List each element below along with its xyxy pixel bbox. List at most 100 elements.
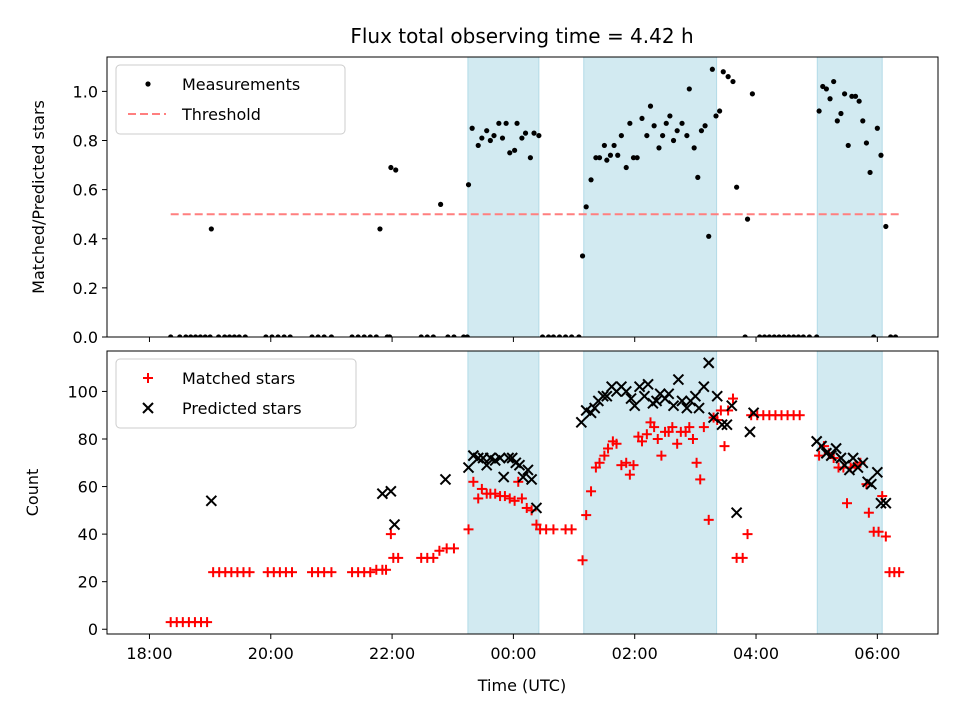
matched-star-point — [566, 524, 577, 535]
measurement-point — [593, 155, 599, 161]
measurement-point — [328, 334, 335, 337]
x-b — [467, 449, 480, 462]
measurement-point — [816, 108, 822, 114]
measurement-point — [679, 120, 685, 126]
measurement-point — [226, 334, 233, 337]
matched-star-point — [863, 507, 874, 518]
x-b — [629, 399, 641, 412]
predicted-star-point — [880, 497, 892, 509]
panel-marks — [165, 357, 905, 628]
predicted-star-point — [601, 390, 613, 402]
measurement-point — [823, 86, 829, 92]
legend-label: Measurements — [182, 75, 300, 94]
x-b — [716, 419, 728, 431]
x-b — [726, 399, 738, 412]
measurement-point — [888, 334, 894, 337]
x-b — [721, 419, 733, 431]
measurement-point — [202, 334, 208, 337]
measurement-point — [749, 91, 755, 97]
matched-star-point — [603, 443, 614, 454]
x-b — [847, 452, 859, 464]
measurement-point — [670, 137, 677, 144]
x-b — [638, 390, 651, 402]
x-b — [588, 402, 601, 414]
measurement-point — [287, 334, 293, 337]
predicted-star-point — [825, 449, 837, 462]
predicted-star-point — [629, 399, 641, 412]
x-tick-label: 04:00 — [733, 644, 779, 663]
shaded-interval — [816, 56, 883, 338]
measurement-point — [786, 334, 792, 337]
measurement-point — [355, 334, 361, 337]
measurement-point — [713, 113, 719, 119]
y-tick-label: 0 — [88, 620, 98, 639]
x-b — [205, 495, 218, 507]
measurement-point — [686, 86, 692, 92]
measurement-point — [730, 78, 736, 85]
measurement-point — [418, 334, 424, 337]
measurement-point — [208, 226, 214, 232]
matched-star-point — [794, 410, 805, 421]
x-b — [689, 390, 702, 402]
measurement-point — [514, 120, 520, 126]
x-tick-label: 20:00 — [248, 644, 294, 663]
measurement-point — [469, 125, 475, 131]
predicted-star-point — [721, 419, 733, 431]
y-axis-label: Matched/Predicted stars — [29, 100, 48, 294]
measurement-point — [776, 334, 782, 337]
matched-star-point — [548, 524, 559, 535]
matched-star-point — [684, 422, 695, 433]
shaded-interval — [467, 56, 540, 338]
measurement-point — [349, 334, 355, 337]
x-b — [825, 449, 837, 462]
x-b — [481, 459, 493, 471]
x-b — [681, 402, 693, 414]
legend-label: Threshold — [181, 105, 261, 124]
matched-star-point — [687, 433, 698, 444]
predicted-star-point — [642, 378, 654, 391]
legend-marker-plus — [143, 373, 153, 383]
measurement-point — [569, 334, 575, 337]
x-b — [693, 402, 705, 414]
measurement-point — [545, 334, 552, 337]
measurement-point — [607, 152, 614, 158]
x-b — [871, 466, 884, 478]
measurement-point — [556, 334, 563, 337]
measurement-point — [647, 103, 654, 109]
measurement-point — [834, 118, 840, 124]
matched-star-point — [737, 552, 748, 563]
measurement-point — [691, 145, 697, 151]
measurement-point — [838, 110, 844, 117]
measurement-point — [377, 226, 383, 232]
matched-star-point — [621, 457, 632, 468]
matched-star-point — [628, 460, 639, 471]
measurement-point — [263, 334, 269, 337]
x-b — [711, 390, 723, 402]
x-b — [835, 452, 847, 464]
measurement-point — [424, 334, 430, 337]
x-tick-label: 18:00 — [126, 644, 172, 663]
predicted-star-point — [730, 507, 743, 519]
predicted-star-point — [662, 388, 675, 400]
measurement-point — [742, 334, 748, 337]
matched-star-point — [577, 555, 588, 566]
matched-star-point — [463, 524, 474, 535]
measurement-point — [183, 334, 189, 337]
shaded-interval — [467, 350, 540, 635]
matched-star-point — [873, 526, 884, 537]
predicted-star-point — [525, 473, 538, 486]
legend-label: Predicted stars — [182, 399, 302, 418]
panel-2: 0 20 40 60 80 100 18:00 20:00 22:00 00:00 02:00 04:… — [23, 350, 939, 663]
matched-star-point — [516, 493, 527, 504]
x-b — [462, 461, 475, 474]
measurement-point — [222, 334, 228, 337]
matched-star-point — [719, 441, 730, 452]
measurement-point — [856, 98, 862, 104]
measurement-point — [717, 108, 723, 114]
predicted-star-point — [376, 487, 389, 500]
x-b — [439, 473, 452, 486]
measurement-point — [795, 334, 802, 337]
predicted-star-point — [875, 497, 887, 509]
matched-star-point — [880, 531, 891, 542]
measurement-point — [321, 334, 327, 337]
